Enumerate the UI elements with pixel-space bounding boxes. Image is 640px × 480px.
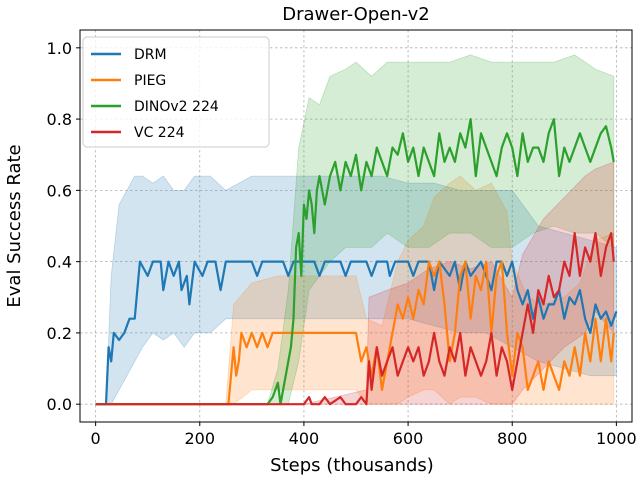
- line-pieg: [95, 260, 615, 406]
- legend-label-dinov2-224: DINOv2 224: [134, 99, 219, 115]
- y-tick-label: 0.0: [47, 395, 72, 414]
- x-tick-label: 600: [393, 429, 424, 448]
- y-tick-label: 0.4: [47, 253, 72, 272]
- line-drm: [95, 260, 618, 406]
- plot-frame: [79, 29, 633, 423]
- y-axis-label: Eval Success Rate: [4, 144, 25, 307]
- x-axis-label: Steps (thousands): [270, 455, 434, 476]
- x-tick-label: 400: [289, 429, 320, 448]
- y-tick-label: 0.6: [47, 181, 72, 200]
- y-tick-label: 1.0: [47, 39, 72, 58]
- x-tick-label: 0: [91, 429, 101, 448]
- band-vc-224: [95, 161, 615, 405]
- legend-label-pieg: PIEG: [134, 73, 166, 89]
- y-tick-label: 0.2: [47, 324, 72, 343]
- legend-label-vc-224: VC 224: [134, 125, 185, 141]
- y-ticks: 0.0 0.2 0.4 0.6 0.8 1.0: [47, 39, 80, 414]
- x-tick-label: 800: [497, 429, 528, 448]
- y-tick-label: 0.8: [47, 110, 72, 129]
- legend-box: [82, 36, 270, 148]
- line-dinov2-224: [95, 117, 615, 406]
- x-ticks: 0 200 400 600 800 1000: [91, 422, 637, 448]
- chart-title: Drawer-Open-v2: [282, 4, 430, 25]
- series-lines: [95, 117, 618, 406]
- legend-label-drm: DRM: [134, 47, 167, 63]
- line-vc-224: [95, 232, 615, 406]
- x-tick-label: 200: [185, 429, 216, 448]
- legend: DRM PIEG DINOv2 224 VC 224: [82, 36, 270, 148]
- x-tick-label: 1000: [596, 429, 637, 448]
